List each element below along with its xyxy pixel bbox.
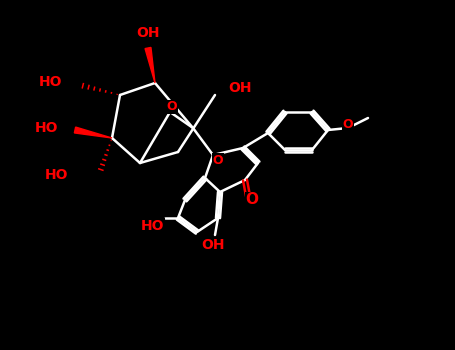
Text: O: O [167,100,177,113]
Text: HO: HO [39,75,62,89]
Text: O: O [343,118,354,131]
Text: O: O [212,154,223,167]
Polygon shape [145,47,155,83]
Text: OH: OH [228,81,252,95]
Polygon shape [74,127,112,138]
Text: OH: OH [201,238,225,252]
Text: HO: HO [45,168,68,182]
Text: O: O [246,193,258,208]
Text: HO: HO [141,219,165,233]
Text: HO: HO [35,121,58,135]
Text: OH: OH [136,26,160,40]
